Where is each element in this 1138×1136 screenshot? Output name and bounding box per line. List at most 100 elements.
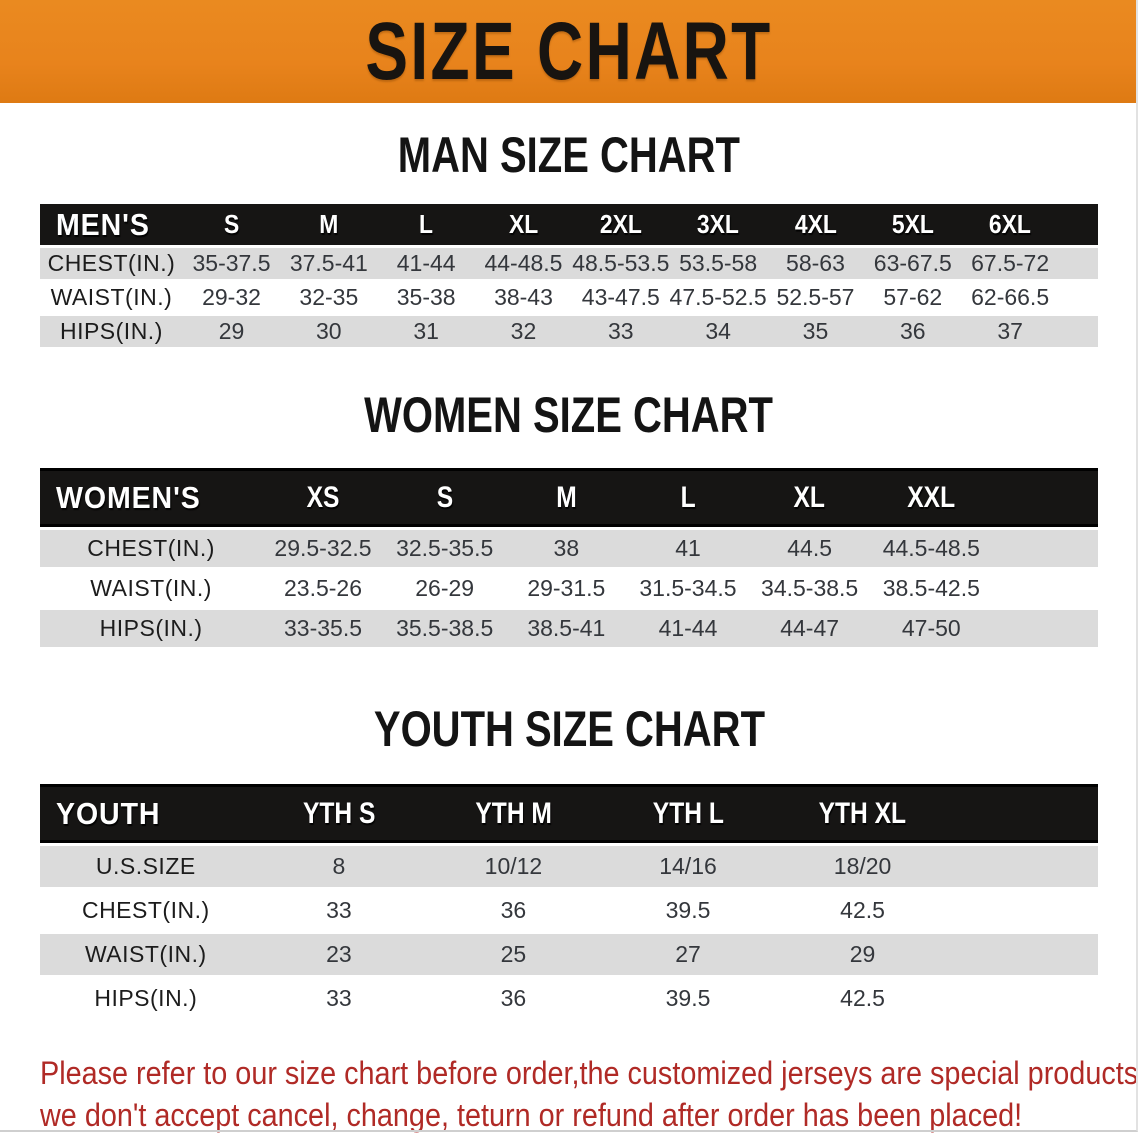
men-col-header-s: S [182,204,281,245]
cell: 43-47.5 [572,282,670,313]
women-header-row: WOMEN'S XS S M L XL XXL [40,468,1098,527]
cell: 29 [182,316,281,347]
cell: 31 [377,316,475,347]
disclaimer-line-2: we don't accept cancel, change, teturn o… [40,1097,1023,1133]
cell: 33 [251,890,427,931]
cell: 25 [426,934,601,975]
women-table-title: WOMEN'S [56,479,201,515]
men-section-heading: MAN SIZE CHART [0,130,1138,180]
cell: 63-67.5 [864,248,962,279]
youth-hips-row: HIPS(IN.) 33 36 39.5 42.5 [40,978,1098,1019]
spacer-cell [949,978,1098,1019]
youth-section-heading: YOUTH SIZE CHART [0,704,1138,754]
cell: 39.5 [600,978,776,1019]
cell: 10/12 [426,846,601,887]
youth-ussize-row: U.S.SIZE 8 10/12 14/16 18/20 [40,846,1098,887]
spacer-cell [992,530,1098,567]
spacer-cell [1058,248,1098,279]
youth-chest-row: CHEST(IN.) 33 36 39.5 42.5 [40,890,1098,931]
men-section-heading-text: MAN SIZE CHART [397,127,741,183]
women-size-table: WOMEN'S XS S M L XL XXL CHEST(IN.) 29.5-… [40,465,1098,650]
cell: 27 [600,934,776,975]
cell: 30 [280,316,378,347]
cell: 33 [251,978,427,1019]
row-label: WAIST(IN.) [40,282,183,313]
cell: 29-31.5 [505,570,628,607]
cell: 38 [505,530,628,567]
cell: 32.5-35.5 [383,530,506,567]
youth-header-row: YOUTH YTH S YTH M YTH L YTH XL [40,784,1098,843]
cell: 33-35.5 [262,610,384,647]
men-col-header-xl: XL [474,204,573,245]
women-col-header-xs: XS [262,468,384,527]
cell: 18/20 [775,846,950,887]
cell: 35-38 [377,282,475,313]
row-label: HIPS(IN.) [40,610,263,647]
cell: 47-50 [870,610,993,647]
women-chest-row: CHEST(IN.) 29.5-32.5 32.5-35.5 38 41 44.… [40,530,1098,567]
cell: 29 [775,934,950,975]
men-col-header-5xl: 5XL [864,204,962,245]
cell: 33 [572,316,670,347]
youth-col-header-xl: YTH XL [775,784,950,843]
cell: 37 [961,316,1059,347]
size-chart-banner: SIZE CHART [0,0,1138,103]
cell: 38.5-41 [505,610,628,647]
cell: 31.5-34.5 [627,570,749,607]
women-waist-row: WAIST(IN.) 23.5-26 26-29 29-31.5 31.5-34… [40,570,1098,607]
cell: 53.5-58 [669,248,767,279]
men-col-header-4xl: 4XL [766,204,865,245]
cell: 42.5 [775,890,950,931]
cell: 52.5-57 [766,282,865,313]
spacer-cell [949,934,1098,975]
spacer-cell [992,468,1098,527]
cell: 34.5-38.5 [748,570,871,607]
cell: 42.5 [775,978,950,1019]
cell: 29-32 [182,282,281,313]
cell: 38-43 [474,282,573,313]
women-table-title-cell: WOMEN'S [40,468,263,527]
cell: 67.5-72 [961,248,1059,279]
row-label: WAIST(IN.) [40,934,252,975]
row-label: WAIST(IN.) [40,570,263,607]
cell: 41-44 [377,248,475,279]
men-col-header-3xl: 3XL [669,204,767,245]
men-size-table: MEN'S S M L XL 2XL 3XL 4XL 5XL 6XL CHEST… [40,201,1098,350]
cell: 23 [251,934,427,975]
spacer-cell [949,890,1098,931]
cell: 23.5-26 [262,570,384,607]
cell: 38.5-42.5 [870,570,993,607]
cell: 44-47 [748,610,871,647]
cell: 44-48.5 [474,248,573,279]
men-table-title: MEN'S [56,206,150,242]
cell: 14/16 [600,846,776,887]
row-label: CHEST(IN.) [40,890,252,931]
cell: 32-35 [280,282,378,313]
men-col-header-l: L [377,204,475,245]
men-hips-row: HIPS(IN.) 29 30 31 32 33 34 35 36 37 [40,316,1098,347]
men-table-title-cell: MEN'S [40,204,183,245]
spacer-cell [949,784,1098,843]
youth-col-header-m: YTH M [426,784,601,843]
disclaimer: Please refer to our size chart before or… [40,1052,1138,1136]
cell: 44.5-48.5 [870,530,993,567]
men-col-header-m: M [280,204,378,245]
cell: 35-37.5 [182,248,281,279]
cell: 39.5 [600,890,776,931]
row-label: CHEST(IN.) [40,530,263,567]
spacer-cell [1058,282,1098,313]
row-label: HIPS(IN.) [40,316,183,347]
cell: 58-63 [766,248,865,279]
women-col-header-l: L [627,468,749,527]
cell: 29.5-32.5 [262,530,384,567]
cell: 37.5-41 [280,248,378,279]
cell: 35 [766,316,865,347]
row-label: U.S.SIZE [40,846,252,887]
spacer-cell [1058,316,1098,347]
cell: 41-44 [627,610,749,647]
cell: 47.5-52.5 [669,282,767,313]
women-col-header-xl: XL [748,468,871,527]
men-chest-row: CHEST(IN.) 35-37.5 37.5-41 41-44 44-48.5… [40,248,1098,279]
cell: 62-66.5 [961,282,1059,313]
row-label: HIPS(IN.) [40,978,252,1019]
